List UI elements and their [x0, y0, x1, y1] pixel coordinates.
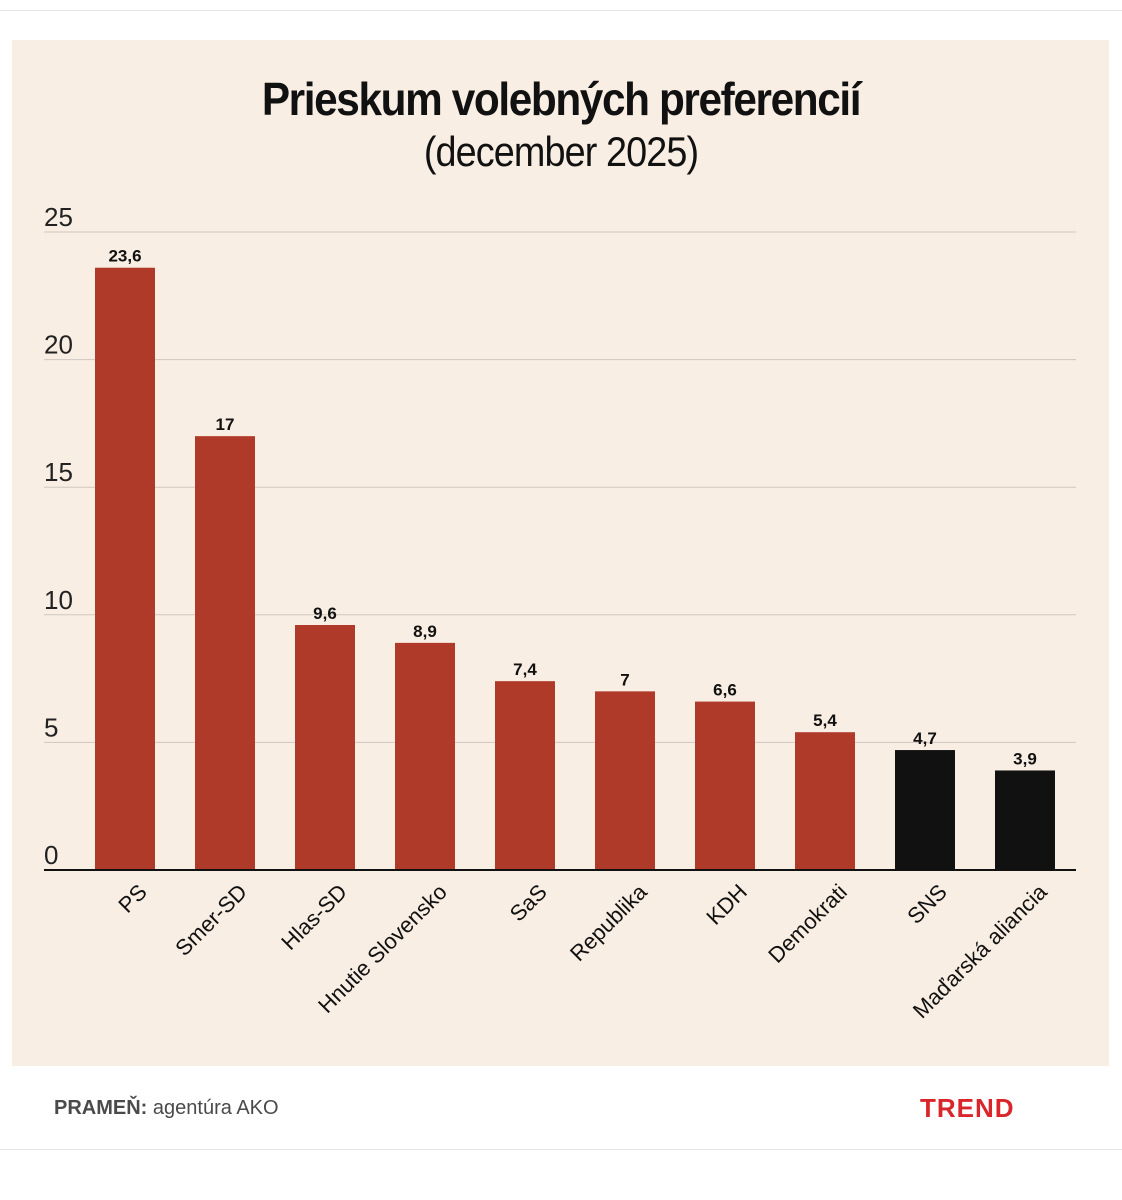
- y-tick-label: 5: [44, 712, 58, 742]
- bottom-divider: [0, 1149, 1122, 1150]
- trend-logo: TREND: [920, 1093, 1015, 1123]
- bar: [795, 732, 855, 870]
- bar-value-label: 9,6: [313, 604, 337, 623]
- bar-value-label: 6,6: [713, 681, 737, 700]
- bar-value-label: 5,4: [813, 711, 837, 730]
- chart-panel: [12, 40, 1109, 1066]
- bar-value-label: 23,6: [108, 247, 141, 266]
- bar: [895, 750, 955, 870]
- x-tick-label: SNS: [902, 879, 952, 929]
- bar-value-label: 7,4: [513, 660, 537, 679]
- x-tick-label: PS: [113, 879, 151, 917]
- bar-chart: 051015202523,6PS17Smer-SD9,6Hlas-SD8,9Hn…: [44, 202, 1076, 1023]
- y-tick-label: 20: [44, 330, 73, 360]
- bar: [395, 642, 455, 870]
- bar: [995, 770, 1055, 870]
- y-tick-label: 10: [44, 585, 73, 615]
- y-tick-label: 0: [44, 840, 58, 870]
- bar-value-label: 7: [620, 670, 629, 689]
- chart-title: Prieskum volebných preferencií: [261, 73, 862, 125]
- x-tick-label: KDH: [701, 879, 752, 930]
- bar-value-label: 3,9: [1013, 749, 1037, 768]
- source-value: agentúra AKO: [152, 1097, 279, 1119]
- x-tick-label: SaS: [505, 879, 552, 926]
- top-divider: [0, 10, 1122, 11]
- bar-value-label: 17: [216, 415, 235, 434]
- bar-value-label: 4,7: [913, 729, 937, 748]
- x-tick-label: Republika: [565, 879, 652, 966]
- bar: [95, 267, 155, 870]
- y-tick-label: 25: [44, 202, 73, 232]
- x-tick-label: Smer-SD: [170, 879, 252, 961]
- source-note: PRAMEŇ: agentúra AKO: [54, 1097, 279, 1120]
- bar: [195, 436, 255, 870]
- bar-value-label: 8,9: [413, 622, 437, 641]
- bar: [595, 691, 655, 870]
- bar: [295, 625, 355, 870]
- bar: [495, 681, 555, 870]
- y-tick-label: 15: [44, 457, 73, 487]
- x-tick-label: Hlas-SD: [276, 879, 352, 955]
- x-tick-label: Demokrati: [763, 879, 852, 968]
- chart-subtitle: (december 2025): [423, 128, 699, 175]
- source-label: PRAMEŇ:: [54, 1097, 148, 1119]
- bar: [695, 701, 755, 870]
